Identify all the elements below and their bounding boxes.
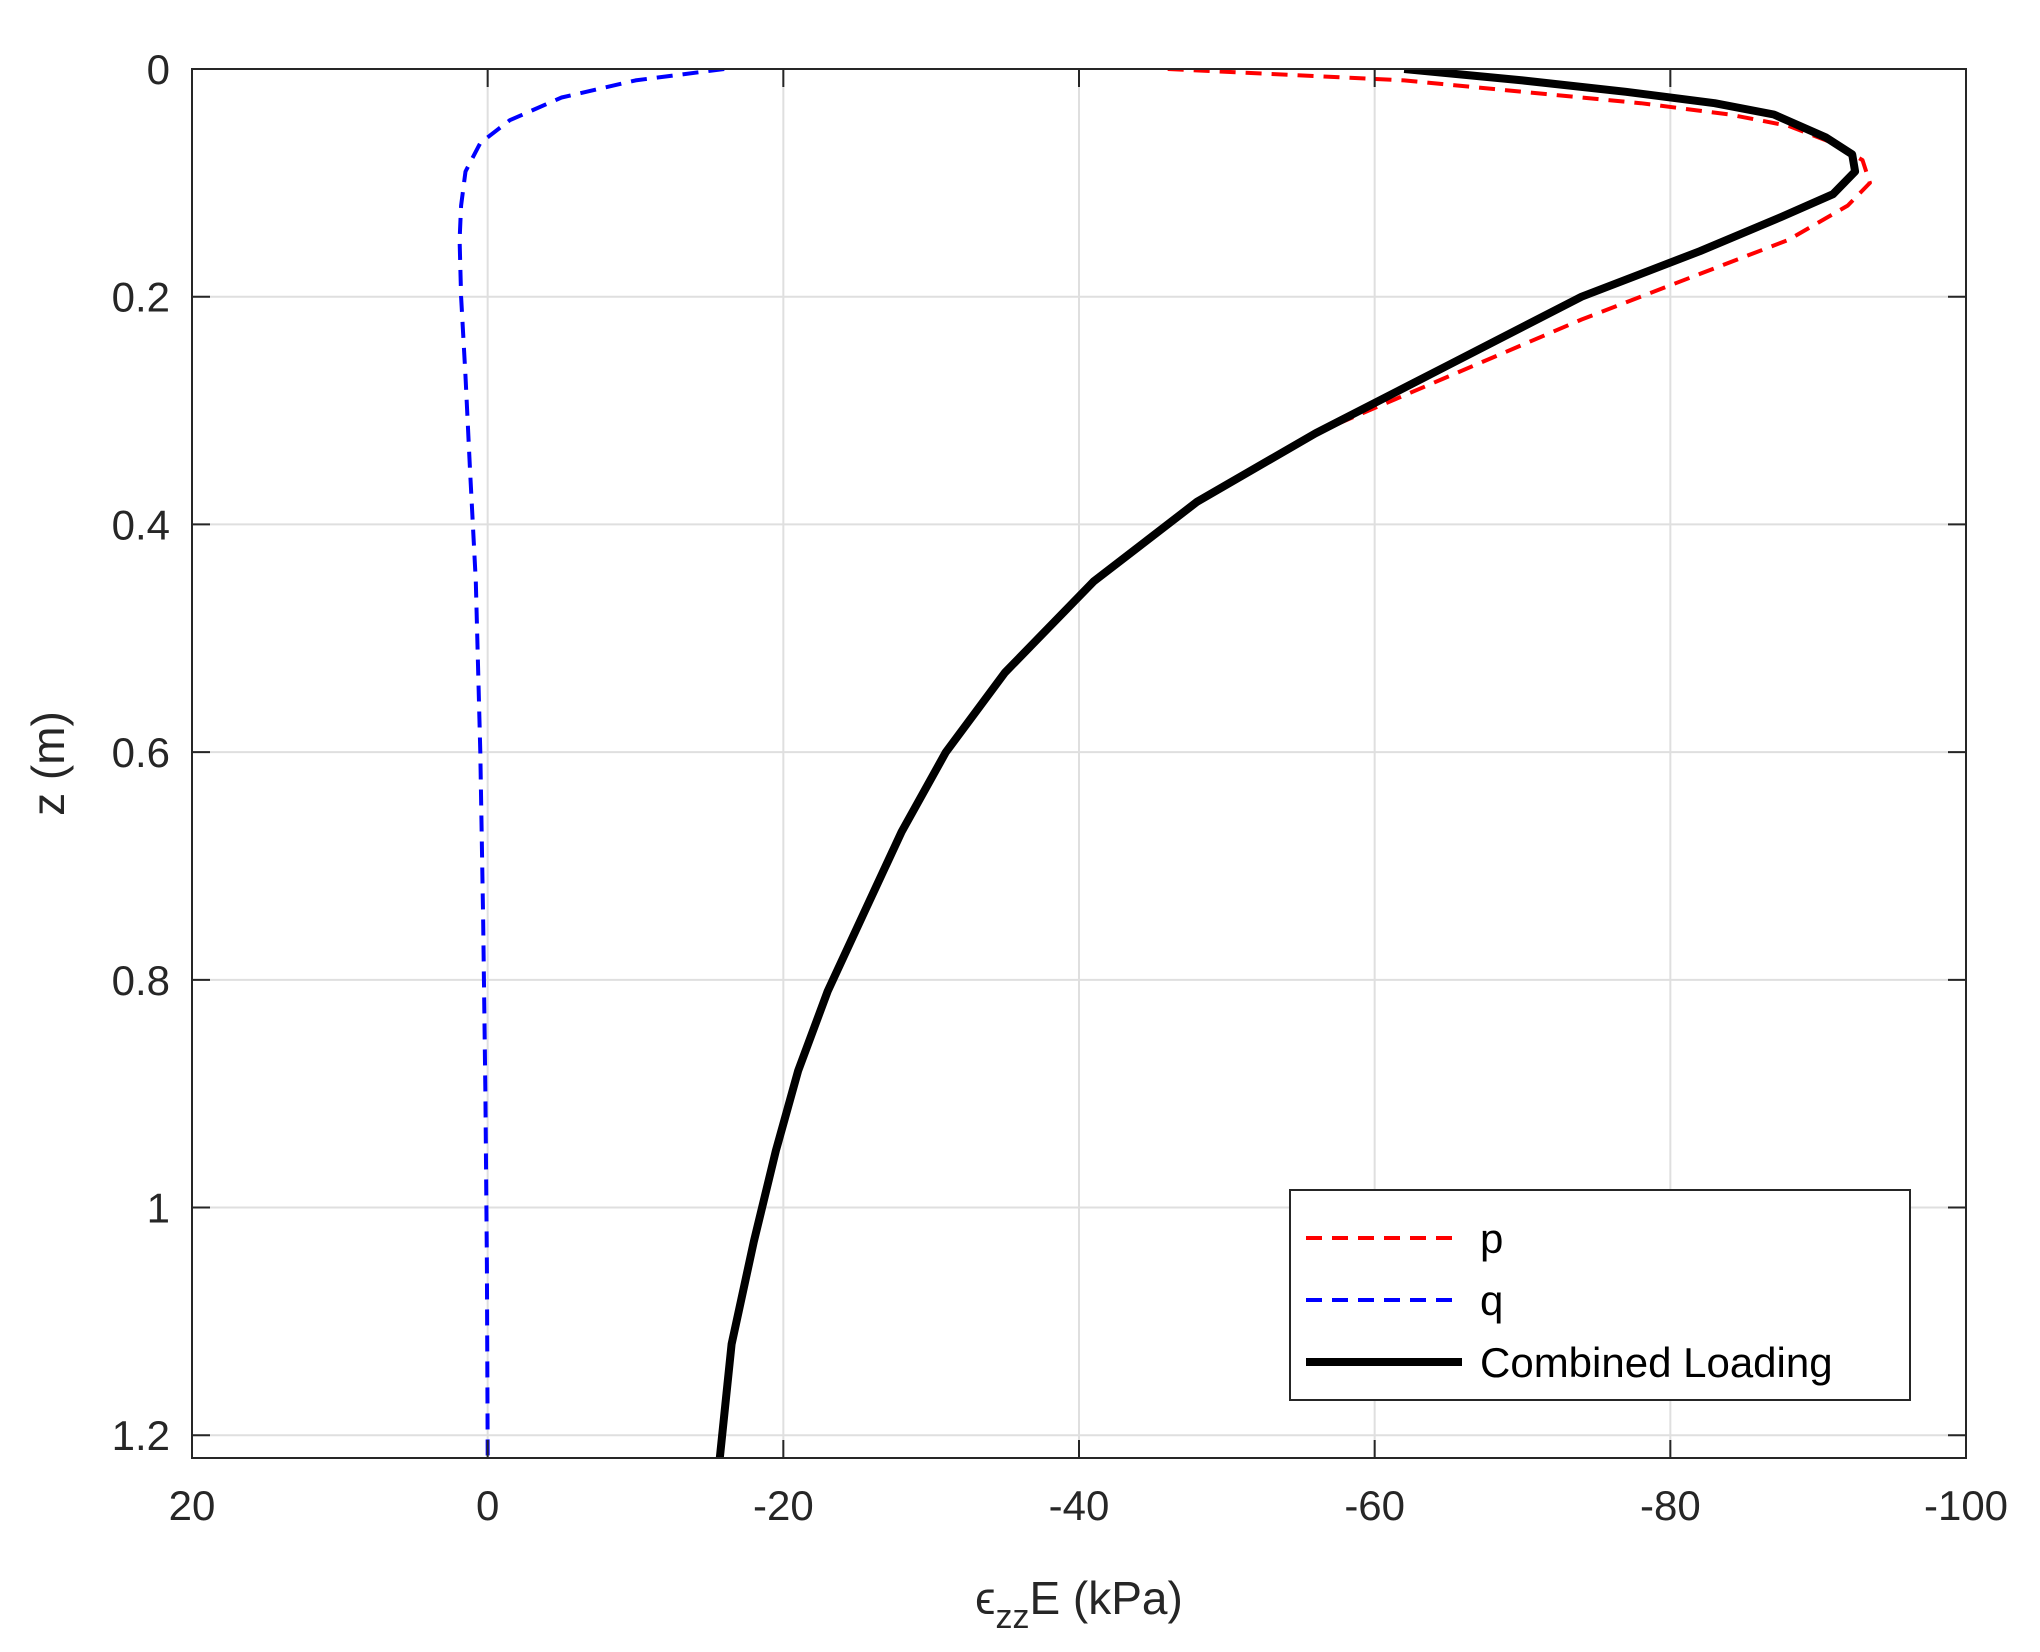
x-tick-label: 0 <box>476 1482 499 1529</box>
x-tick-label: -100 <box>1924 1482 2008 1529</box>
legend-label: p <box>1480 1215 1503 1262</box>
x-tick-label: -20 <box>753 1482 814 1529</box>
y-tick-label: 1.2 <box>112 1412 170 1459</box>
legend-label: q <box>1480 1277 1503 1324</box>
legend-entries: pq Combined Loading <box>1306 1215 1833 1386</box>
ticks <box>191 68 1967 1458</box>
y-tick-label: 0 <box>147 46 170 93</box>
y-axis-title: z (m) <box>22 711 74 816</box>
y-tick-label: 1 <box>147 1185 170 1232</box>
series-layer <box>457 69 1872 1458</box>
y-tick-label: 0.6 <box>112 729 170 776</box>
x-tick-label: -40 <box>1049 1482 1110 1529</box>
x-axis-title-subscript: zz <box>995 1598 1029 1636</box>
legend: pq Combined Loading <box>1289 1189 1911 1401</box>
tick-labels: 20 0 -20 -40 -60 -80 -100 0 0.2 0.4 0.6 0.8 1 1.2 <box>112 46 2008 1529</box>
x-tick-label: -60 <box>1344 1482 1405 1529</box>
x-axis-title-rest: E (kPa) <box>1029 1572 1182 1624</box>
x-tick-label: -80 <box>1640 1482 1701 1529</box>
y-tick-label: 0.8 <box>112 957 170 1004</box>
series-line-q <box>457 69 725 1458</box>
x-axis-title: ϵzzE (kPa) <box>975 1572 1183 1636</box>
y-tick-label: 0.4 <box>112 501 170 548</box>
x-tick-label: 20 <box>169 1482 216 1529</box>
series-line-combined-loading <box>715 69 1860 1458</box>
y-tick-label: 0.2 <box>112 274 170 321</box>
x-axis-title-symbol: ϵ <box>975 1572 995 1624</box>
legend-label: Combined Loading <box>1480 1339 1833 1386</box>
